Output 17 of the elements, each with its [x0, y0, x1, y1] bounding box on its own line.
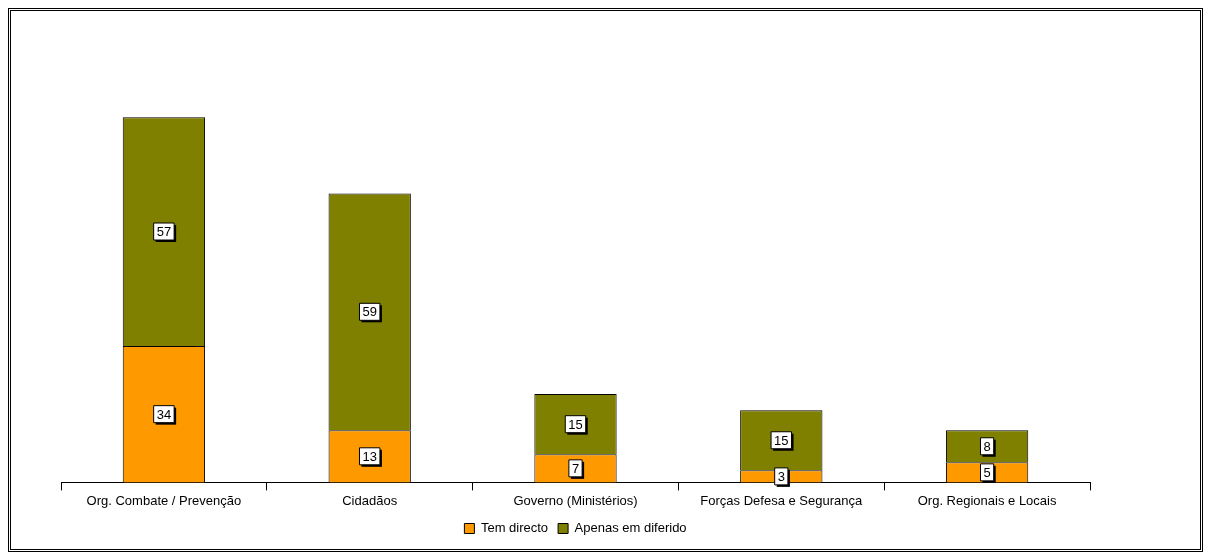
data-label: 8 — [983, 438, 991, 454]
legend-label: Tem directo — [480, 520, 549, 536]
data-label: 57 — [156, 224, 172, 240]
data-label: 3 — [777, 468, 785, 484]
data-label: 5 — [983, 464, 991, 480]
data-label: 15 — [568, 416, 583, 432]
legend-label: Apenas em diferido — [574, 520, 687, 536]
data-label: 59 — [362, 304, 377, 320]
data-label: 7 — [571, 460, 580, 476]
x-tick-label: Forças Defesa e Segurança — [700, 492, 863, 508]
x-tick-label: Org. Combate / Prevenção — [86, 492, 242, 508]
data-label: 15 — [774, 432, 789, 448]
data-label: 13 — [362, 448, 377, 464]
data-label: 34 — [156, 406, 172, 422]
x-tick-label: Cidadãos — [342, 492, 398, 508]
x-tick-label: Governo (Ministérios) — [513, 492, 638, 508]
x-tick-label: Org. Regionais e Locais — [917, 492, 1057, 508]
